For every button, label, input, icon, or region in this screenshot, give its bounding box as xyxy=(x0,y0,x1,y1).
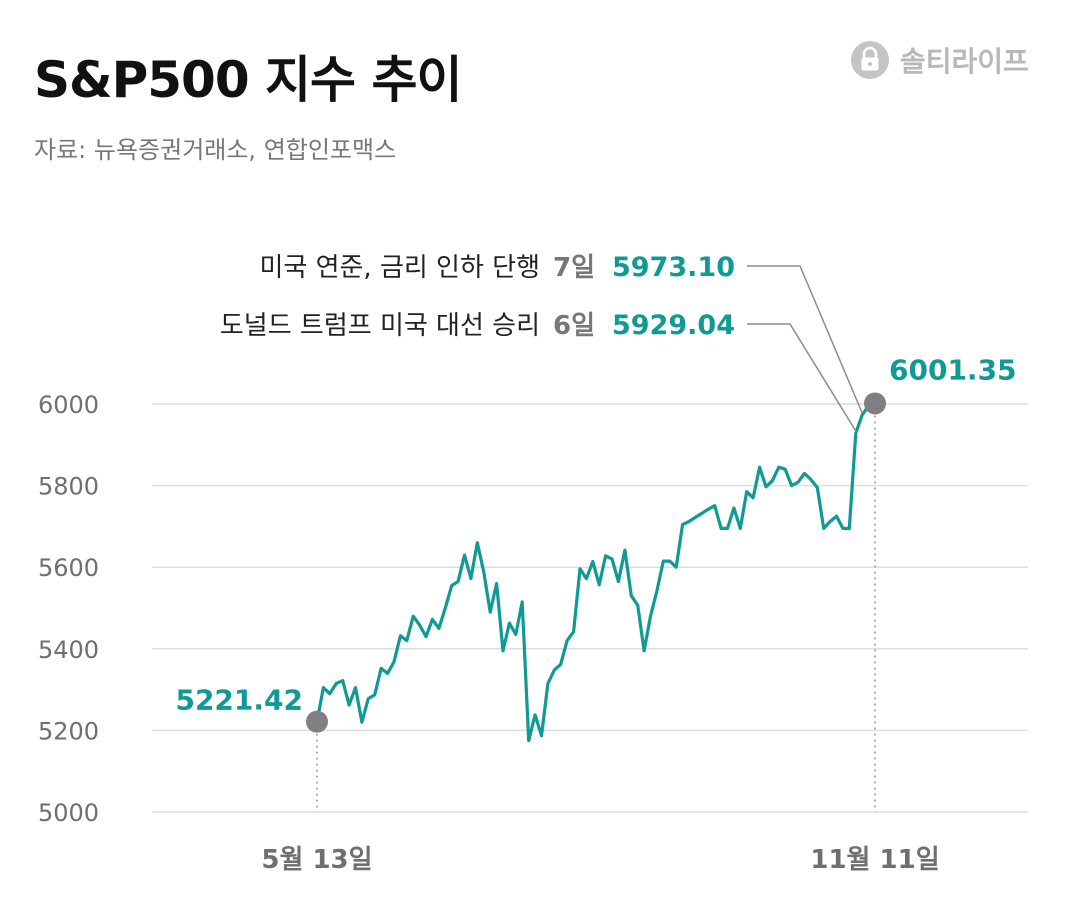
x-tick-label: 5월 13일 xyxy=(261,845,372,875)
page-title: S&P500 지수 추이 xyxy=(34,51,462,109)
y-tick-label: 5000 xyxy=(38,799,99,827)
annotation-leader xyxy=(747,323,857,432)
y-tick-label: 6000 xyxy=(38,391,99,419)
brand-name: 솔티라이프 xyxy=(900,45,1029,78)
x-tick-label: 11월 11일 xyxy=(810,845,939,875)
y-tick-label: 5400 xyxy=(38,636,99,664)
annotation-day: 6일 xyxy=(553,311,595,341)
lock-icon xyxy=(851,41,889,79)
end-marker xyxy=(864,392,886,415)
y-tick-label: 5600 xyxy=(38,554,99,582)
y-tick-label: 5800 xyxy=(38,473,99,501)
annotation-day: 7일 xyxy=(553,253,595,283)
start-marker xyxy=(306,710,328,733)
end-value-label: 6001.35 xyxy=(889,353,1017,386)
annotation-leader xyxy=(747,265,863,414)
source-note: 자료: 뉴욕증권거래소, 연합인포맥스 xyxy=(34,136,397,164)
start-value-label: 5221.42 xyxy=(175,684,303,717)
annotation-text: 미국 연준, 금리 인하 단행 xyxy=(259,253,540,283)
y-tick-label: 5200 xyxy=(38,717,99,745)
series-line xyxy=(315,401,876,743)
brand-logo: 솔티라이프 xyxy=(850,40,1029,80)
annotation-value: 5929.04 xyxy=(612,310,735,341)
annotation-text: 도널드 트럼프 미국 대선 승리 xyxy=(220,311,540,341)
annotation-value: 5973.10 xyxy=(612,252,735,283)
